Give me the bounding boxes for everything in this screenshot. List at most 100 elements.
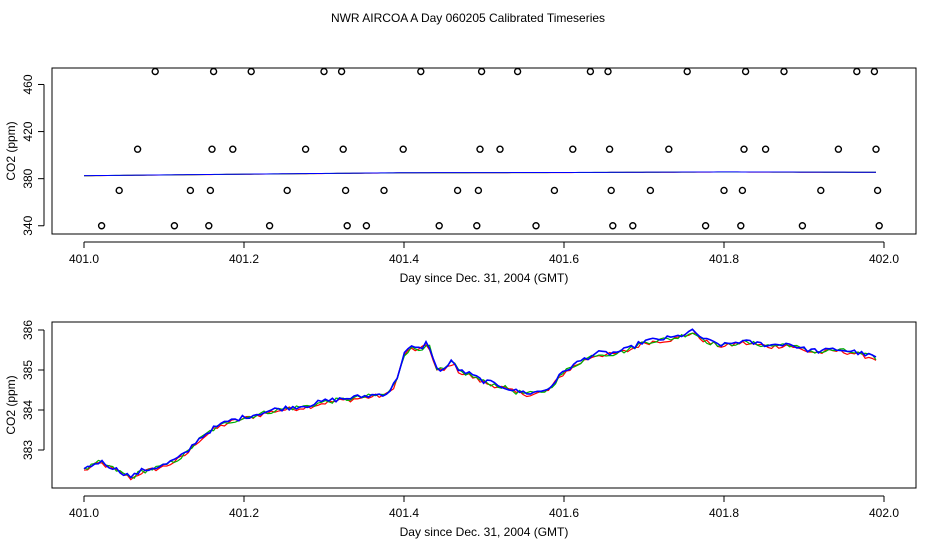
scatter-point	[186, 186, 195, 195]
scatter-y-tick-label: 460	[21, 74, 35, 94]
scatter-point	[339, 145, 347, 153]
scatter-point	[646, 186, 655, 195]
scatter-point	[97, 222, 106, 230]
scatter-point	[206, 186, 215, 195]
scatter-point	[399, 145, 407, 153]
line-x-tick-label: 401.0	[69, 506, 99, 520]
scatter-point	[853, 67, 861, 76]
scatter-point	[301, 145, 310, 153]
scatter-point	[341, 186, 350, 195]
scatter-point	[737, 222, 745, 230]
scatter-point	[875, 222, 883, 230]
scatter-point	[320, 67, 328, 76]
scatter-point	[609, 222, 617, 230]
scatter-point	[586, 67, 595, 76]
scatter-point	[665, 145, 673, 153]
scatter-baseline-lines	[83, 171, 877, 177]
scatter-point	[720, 186, 728, 195]
scatter-point	[532, 222, 540, 230]
scatter-point	[477, 67, 486, 76]
scatter-point	[362, 222, 371, 230]
line-x-tick-label: 401.2	[229, 506, 259, 520]
line-series-blue	[83, 328, 877, 479]
scatter-point	[872, 145, 880, 153]
line-x-axis: 401.0 401.2 401.4 401.6 401.8 402.0	[69, 495, 899, 520]
scatter-point	[417, 67, 425, 76]
scatter-point	[380, 186, 388, 195]
scatter-y-tick-label: 420	[21, 121, 35, 141]
scatter-x-tick-label: 401.6	[549, 252, 579, 266]
scatter-y-tick-label: 380	[21, 168, 35, 188]
scatter-point	[208, 145, 216, 153]
scatter-point	[780, 67, 788, 76]
line-x-tick-label: 401.8	[709, 506, 739, 520]
scatter-y-tick-label: 340	[21, 215, 35, 235]
scatter-point	[343, 222, 351, 230]
scatter-point	[283, 186, 291, 195]
scatter-point	[151, 67, 159, 76]
scatter-point	[247, 67, 255, 76]
scatter-x-tick-label: 401.8	[709, 252, 739, 266]
chart-title: NWR AIRCOA A Day 060205 Calibrated Times…	[331, 11, 605, 25]
scatter-point	[817, 186, 825, 195]
line-x-tick-label: 402.0	[869, 506, 899, 520]
scatter-point	[496, 145, 504, 153]
scatter-point	[474, 186, 483, 195]
scatter-point	[873, 186, 882, 195]
scatter-y-axis-label: CO2 (ppm)	[4, 121, 18, 180]
line-panel: 401.0 401.2 401.4 401.6 401.8 402.0 383 384 385…	[4, 320, 917, 539]
scatter-point	[701, 222, 710, 230]
scatter-x-axis: 401.0 401.2 401.4 401.6 401.8 402.0	[69, 241, 899, 266]
scatter-x-axis-label: Day since Dec. 31, 2004 (GMT)	[400, 271, 569, 285]
scatter-point	[607, 186, 615, 195]
scatter-y-axis: 340 380 420 460	[21, 74, 45, 236]
scatter-x-tick-label: 402.0	[869, 252, 899, 266]
scatter-x-tick-label: 401.4	[389, 252, 419, 266]
scatter-point	[133, 145, 142, 153]
line-y-tick-label: 385	[21, 360, 35, 380]
scatter-point	[604, 67, 612, 76]
line-y-axis-label: CO2 (ppm)	[4, 375, 18, 434]
scatter-point	[569, 145, 577, 153]
scatter-point	[229, 145, 237, 153]
line-series-green	[83, 332, 877, 479]
scatter-point	[605, 145, 614, 153]
scatter-x-tick-label: 401.2	[229, 252, 259, 266]
scatter-point	[473, 222, 481, 230]
scatter-x-tick-label: 401.0	[69, 252, 99, 266]
scatter-point	[740, 145, 748, 153]
line-series-red	[83, 332, 877, 481]
scatter-point	[870, 67, 879, 76]
scatter-point	[170, 222, 179, 230]
scatter-points	[97, 67, 883, 230]
line-y-tick-label: 384	[21, 400, 35, 420]
scatter-point	[741, 67, 750, 76]
scatter-point	[265, 222, 274, 230]
line-x-tick-label: 401.4	[389, 506, 419, 520]
scatter-point	[761, 145, 770, 153]
scatter-point	[798, 222, 807, 230]
scatter-point	[205, 222, 213, 230]
scatter-point	[476, 145, 484, 153]
scatter-point	[550, 186, 559, 195]
line-y-tick-label: 386	[21, 320, 35, 340]
scatter-baseline-blue	[83, 171, 877, 177]
scatter-point	[683, 67, 691, 76]
scatter-point	[435, 222, 443, 230]
line-x-tick-label: 401.6	[549, 506, 579, 520]
line-x-axis-label: Day since Dec. 31, 2004 (GMT)	[400, 525, 569, 539]
scatter-panel: 401.0 401.2 401.4 401.6 401.8 402.0 340 380 420…	[4, 67, 917, 285]
line-series	[83, 328, 877, 481]
scatter-point	[209, 67, 218, 76]
scatter-point	[629, 222, 637, 230]
line-y-tick-label: 383	[21, 440, 35, 460]
line-plot-frame	[51, 321, 917, 489]
scatter-point	[115, 186, 123, 195]
scatter-point	[513, 67, 522, 76]
line-y-axis: 383 384 385 386	[21, 320, 45, 460]
scatter-plot-frame	[51, 67, 917, 235]
scatter-point	[834, 145, 843, 153]
scatter-point	[738, 186, 747, 195]
